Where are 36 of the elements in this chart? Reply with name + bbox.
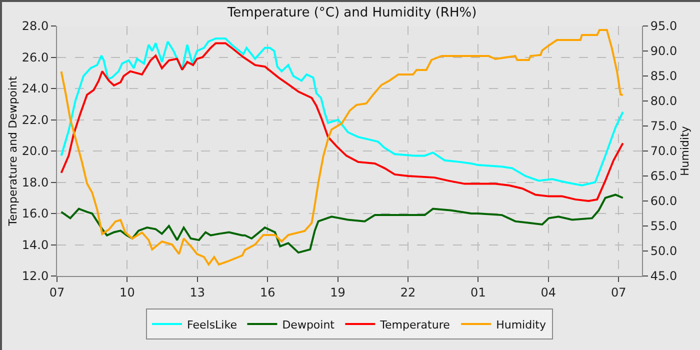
y2-tick-label: 70.0 — [650, 144, 678, 158]
legend-label: Temperature — [379, 318, 450, 332]
y2-tick-label: 85.0 — [650, 69, 678, 84]
y2-tick-label: 90.0 — [650, 44, 678, 58]
chart-title: Temperature (°C) and Humidity (RH%) — [226, 5, 477, 20]
legend-label: Humidity — [496, 318, 546, 332]
y-tick-label: 20.0 — [22, 144, 49, 158]
y2-tick-label: 80.0 — [650, 94, 678, 108]
y-axis-title: Temperature and Dewpoint — [6, 75, 20, 227]
y2-tick-label: 45.0 — [650, 269, 678, 284]
x-tick-label: 13 — [190, 285, 206, 300]
y-tick-label: 14.0 — [22, 238, 49, 252]
y2-tick-label: 60.0 — [650, 194, 678, 208]
y2-tick-label: 55.0 — [650, 219, 678, 234]
x-tick-label: 01 — [470, 285, 486, 300]
y2-tick-label: 65.0 — [650, 169, 678, 184]
y2-tick-label: 75.0 — [650, 119, 678, 134]
y2-axis-title: Humidity — [678, 126, 692, 176]
y-tick-label: 12.0 — [22, 269, 49, 284]
x-tick-label: 10 — [120, 285, 135, 300]
legend-label: FeelsLike — [187, 318, 238, 332]
x-tick-label: 22 — [400, 285, 416, 300]
y2-tick-label: 95.0 — [650, 19, 678, 34]
y-tick-label: 26.0 — [22, 50, 49, 64]
x-tick-label: 16 — [260, 285, 276, 300]
y2-tick-label: 50.0 — [650, 244, 678, 258]
y-tick-label: 18.0 — [22, 175, 49, 190]
x-tick-label: 04 — [540, 285, 556, 300]
y-tick-label: 22.0 — [22, 112, 49, 127]
x-tick-label: 07 — [49, 285, 65, 300]
y-tick-label: 28.0 — [22, 19, 49, 34]
y-tick-label: 24.0 — [22, 82, 49, 96]
x-tick-label: 19 — [330, 285, 346, 300]
x-tick-label: 07 — [610, 285, 626, 300]
legend-label: Dewpoint — [282, 318, 336, 332]
y-tick-label: 16.0 — [22, 206, 49, 221]
